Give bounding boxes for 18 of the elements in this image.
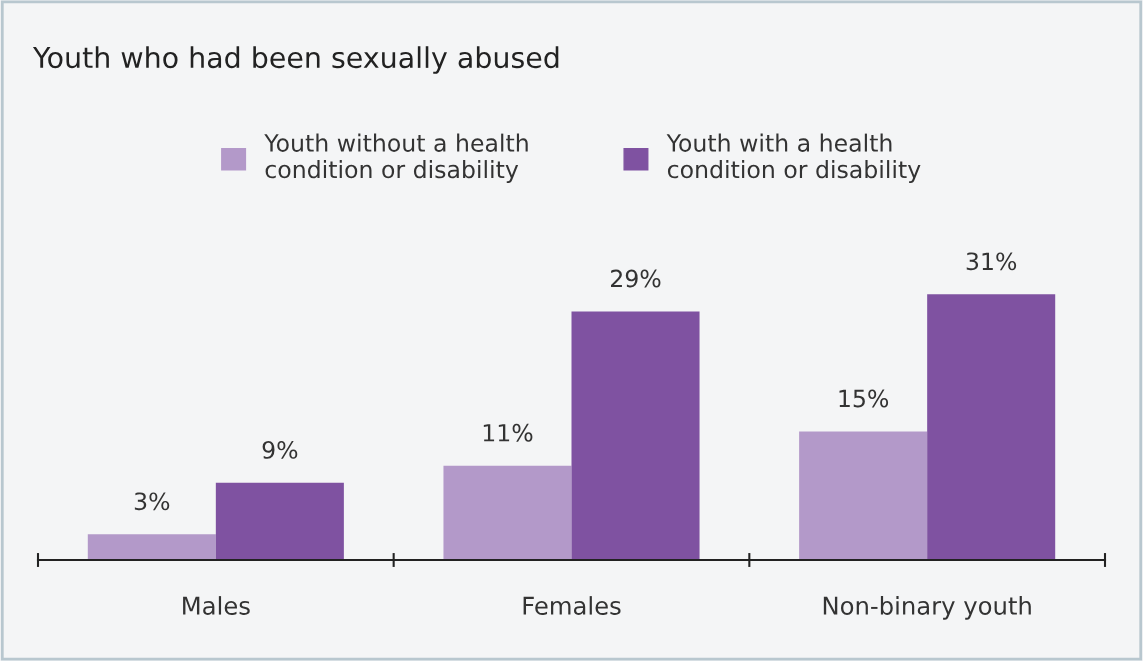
data-label: 11%: [483, 423, 533, 442]
x-tick-label: Non-binary youth: [823, 596, 1031, 620]
data-label: 31%: [966, 252, 1017, 271]
bar: [443, 465, 572, 560]
bar: [799, 431, 928, 560]
x-tick-label: Males: [183, 596, 250, 615]
legend-label: Youth without a health condition or disability: [264, 133, 528, 183]
bar: [571, 311, 700, 560]
bar: [927, 294, 1056, 560]
bar: [215, 482, 344, 560]
x-tick-label: Females: [523, 596, 621, 615]
data-label: 29%: [611, 269, 661, 288]
data-label: 9%: [262, 440, 298, 459]
data-label: 3%: [134, 492, 170, 511]
bar: [87, 534, 216, 560]
legend-label: Youth with a health condition or disability: [666, 133, 921, 183]
data-label: 15%: [839, 389, 889, 408]
chart-title: Youth who had been sexually abused: [32, 46, 559, 74]
